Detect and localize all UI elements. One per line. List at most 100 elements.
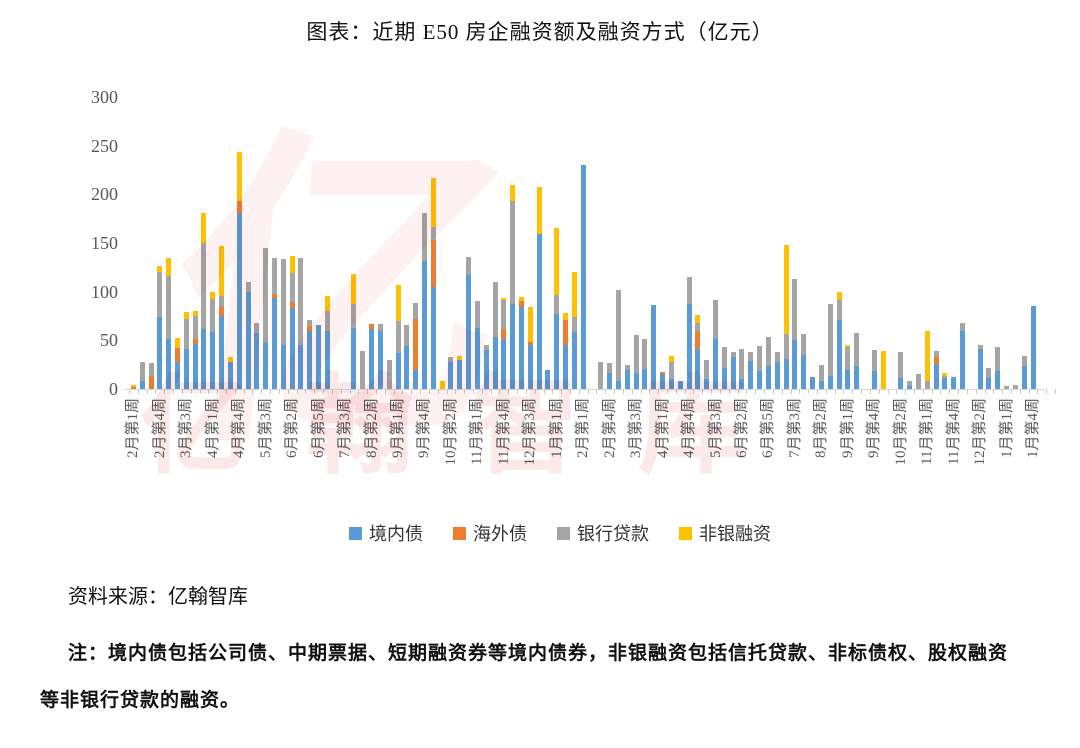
bar-segment bbox=[995, 370, 1001, 389]
bar-segment bbox=[607, 362, 613, 374]
x-axis-minor-tick bbox=[958, 389, 960, 394]
bar-segment bbox=[624, 364, 630, 370]
bar-segment bbox=[915, 374, 921, 389]
bar-segment bbox=[166, 257, 172, 277]
bar-stack bbox=[227, 356, 233, 389]
x-axis-minor-tick bbox=[1046, 389, 1048, 394]
bar-stack bbox=[307, 319, 313, 389]
bar-stack bbox=[827, 304, 833, 389]
bar-segment bbox=[448, 356, 454, 362]
bar-segment bbox=[192, 344, 198, 389]
bar-segment bbox=[175, 348, 180, 362]
bar-segment bbox=[395, 320, 401, 353]
x-axis-minor-tick bbox=[843, 389, 845, 394]
legend-label: 境内债 bbox=[369, 524, 423, 544]
x-axis-tick-label: 9月第4周 bbox=[866, 398, 883, 459]
legend-label: 海外债 bbox=[473, 524, 527, 544]
bar-segment bbox=[219, 315, 225, 389]
bar-segment bbox=[510, 184, 516, 202]
x-axis-minor-tick bbox=[402, 389, 404, 394]
bar-segment bbox=[765, 365, 771, 389]
bar-segment bbox=[1021, 355, 1027, 366]
x-axis-minor-tick bbox=[949, 389, 951, 394]
x-axis-minor-tick bbox=[428, 389, 430, 394]
bar-stack bbox=[995, 347, 1001, 389]
bar-segment bbox=[898, 352, 904, 379]
bar-segment bbox=[183, 312, 189, 319]
bar-segment bbox=[739, 349, 745, 380]
bar-stack bbox=[263, 247, 269, 389]
y-axis-tick-label: 200 bbox=[91, 184, 118, 205]
bar-segment bbox=[510, 201, 516, 305]
bar-segment bbox=[695, 349, 701, 389]
x-axis-tick-label: 7月第3周 bbox=[337, 398, 354, 459]
bar-stack bbox=[598, 361, 604, 389]
y-axis-tick-label: 250 bbox=[91, 135, 118, 156]
x-axis-tick-label: 6月第2周 bbox=[284, 398, 301, 459]
x-axis-minor-tick bbox=[446, 389, 448, 394]
legend-item-bank-loans: 银行贷款 bbox=[557, 520, 649, 546]
x-axis-minor-tick bbox=[825, 389, 827, 394]
x-axis-tick-label: 9月第4周 bbox=[416, 398, 433, 459]
x-axis-tick-label: 4月第1周 bbox=[204, 398, 221, 459]
bar-stack bbox=[413, 303, 419, 389]
bar-segment bbox=[730, 352, 736, 357]
x-axis-minor-tick bbox=[834, 389, 836, 394]
bar-segment bbox=[536, 186, 542, 235]
bar-stack bbox=[1012, 385, 1018, 389]
x-axis-minor-tick bbox=[737, 389, 739, 394]
bar-stack bbox=[686, 277, 692, 389]
x-axis-tick-label: 4月第4周 bbox=[681, 398, 698, 459]
x-axis-minor-tick bbox=[1037, 389, 1039, 394]
bar-segment bbox=[227, 356, 233, 362]
x-axis-minor-tick bbox=[852, 389, 854, 394]
bar-segment bbox=[192, 311, 198, 316]
x-axis-tick-label: 1月第1周 bbox=[998, 398, 1015, 459]
bar-segment bbox=[183, 318, 189, 350]
bar-segment bbox=[227, 361, 233, 389]
bar-segment bbox=[668, 379, 674, 389]
x-axis-minor-tick bbox=[808, 389, 810, 394]
bar-segment bbox=[192, 339, 198, 345]
bar-segment bbox=[272, 293, 278, 299]
x-axis-tick-label: 10月第2周 bbox=[892, 398, 909, 466]
bar-segment bbox=[642, 368, 648, 389]
x-axis-tick-label: 6月第5周 bbox=[760, 398, 777, 459]
x-axis-tick-label: 3月第3周 bbox=[628, 398, 645, 459]
bar-stack bbox=[369, 323, 375, 389]
bar-stack bbox=[739, 349, 745, 389]
bar-segment bbox=[254, 322, 260, 333]
x-axis-minor-tick bbox=[799, 389, 801, 394]
bar-stack bbox=[510, 184, 516, 389]
bar-segment bbox=[704, 379, 710, 389]
x-axis-minor-tick bbox=[164, 389, 166, 394]
bar-segment bbox=[554, 228, 560, 295]
bar-segment bbox=[783, 358, 789, 389]
bar-stack bbox=[351, 274, 357, 389]
bar-stack bbox=[175, 338, 180, 389]
bar-segment bbox=[986, 378, 992, 389]
bar-stack bbox=[986, 367, 992, 389]
bar-segment bbox=[210, 331, 216, 389]
x-axis-minor-tick bbox=[861, 389, 863, 394]
bar-segment bbox=[413, 318, 419, 370]
bar-segment bbox=[289, 308, 295, 389]
bar-segment bbox=[413, 369, 419, 389]
bar-stack bbox=[792, 279, 798, 389]
x-axis-minor-tick bbox=[499, 389, 501, 394]
bar-stack bbox=[236, 152, 242, 389]
bar-segment bbox=[395, 284, 401, 321]
bar-stack bbox=[571, 272, 577, 389]
x-axis-minor-tick bbox=[129, 389, 130, 394]
bar-stack bbox=[677, 381, 683, 389]
x-axis-minor-tick bbox=[552, 389, 554, 394]
bar-segment bbox=[1021, 365, 1027, 389]
x-axis-minor-tick bbox=[226, 389, 228, 394]
x-axis-tick-label: 8月第2周 bbox=[813, 398, 830, 459]
x-axis-minor-tick bbox=[252, 389, 254, 394]
bar-stack bbox=[130, 385, 136, 389]
x-axis-minor-tick bbox=[719, 389, 721, 394]
bar-segment bbox=[783, 244, 789, 334]
bar-segment bbox=[933, 363, 939, 389]
